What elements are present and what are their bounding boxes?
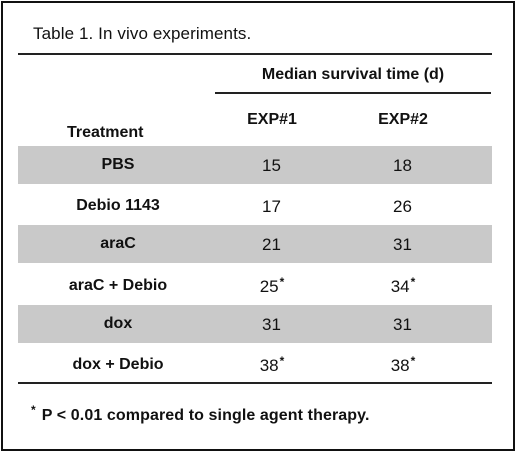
exp2-cell: 38* <box>353 354 453 376</box>
exp1-cell: 25* <box>222 275 322 297</box>
group-header: Median survival time (d) <box>261 66 445 83</box>
top-rule <box>18 53 492 55</box>
exp2-value: 31 <box>393 315 412 334</box>
exp1-cell: 38* <box>222 354 322 376</box>
exp2-value: 34 <box>390 277 410 296</box>
header-exp2: EXP#2 <box>378 111 428 128</box>
table-row: Debio 1143 17 26 <box>18 187 492 225</box>
exp1-cell: 17 <box>222 195 322 217</box>
exp2-value: 31 <box>393 235 412 254</box>
treatment-cell: Debio 1143 <box>76 197 160 214</box>
footnote-marker: * <box>31 403 36 417</box>
exp1-cell: 15 <box>222 154 322 176</box>
significance-marker: * <box>410 354 416 368</box>
exp1-value: 21 <box>262 235 281 254</box>
exp1-value: 38 <box>259 356 279 375</box>
header-exp1: EXP#1 <box>247 111 297 128</box>
exp2-value: 18 <box>393 156 412 175</box>
bottom-rule <box>18 382 492 384</box>
significance-marker: * <box>410 275 416 289</box>
treatment-cell: dox <box>103 315 133 332</box>
exp2-cell: 18 <box>353 154 453 176</box>
table-row: PBS 15 18 <box>18 146 492 184</box>
exp2-value: 26 <box>393 197 412 216</box>
exp1-value: 31 <box>262 315 281 334</box>
table-row: dox + Debio 38* 38* <box>18 346 492 384</box>
significance-marker: * <box>279 275 285 289</box>
table-figure: Table 1. In vivo experiments. Median sur… <box>1 1 515 451</box>
footnote: * P < 0.01 compared to single agent thera… <box>31 403 370 425</box>
table-row: dox 31 31 <box>18 305 492 343</box>
exp1-value: 25 <box>259 277 279 296</box>
exp2-value: 38 <box>390 356 410 375</box>
treatment-cell: araC + Debio <box>68 277 168 294</box>
group-rule <box>215 92 491 94</box>
exp1-value: 17 <box>262 197 281 216</box>
exp1-cell: 21 <box>222 233 322 255</box>
table-row: araC 21 31 <box>18 225 492 263</box>
table-title: Table 1. In vivo experiments. <box>33 24 252 43</box>
treatment-cell: dox + Debio <box>72 356 164 373</box>
exp2-cell: 31 <box>353 313 453 335</box>
significance-marker: * <box>279 354 285 368</box>
table-row: araC + Debio 25* 34* <box>18 267 492 305</box>
exp2-cell: 34* <box>353 275 453 297</box>
treatment-cell: PBS <box>101 156 135 173</box>
header-treatment: Treatment <box>67 124 144 141</box>
footnote-text: P < 0.01 compared to single agent therap… <box>41 407 370 424</box>
exp1-cell: 31 <box>222 313 322 335</box>
treatment-cell: araC <box>100 235 136 252</box>
exp2-cell: 26 <box>353 195 453 217</box>
exp2-cell: 31 <box>353 233 453 255</box>
exp1-value: 15 <box>262 156 281 175</box>
